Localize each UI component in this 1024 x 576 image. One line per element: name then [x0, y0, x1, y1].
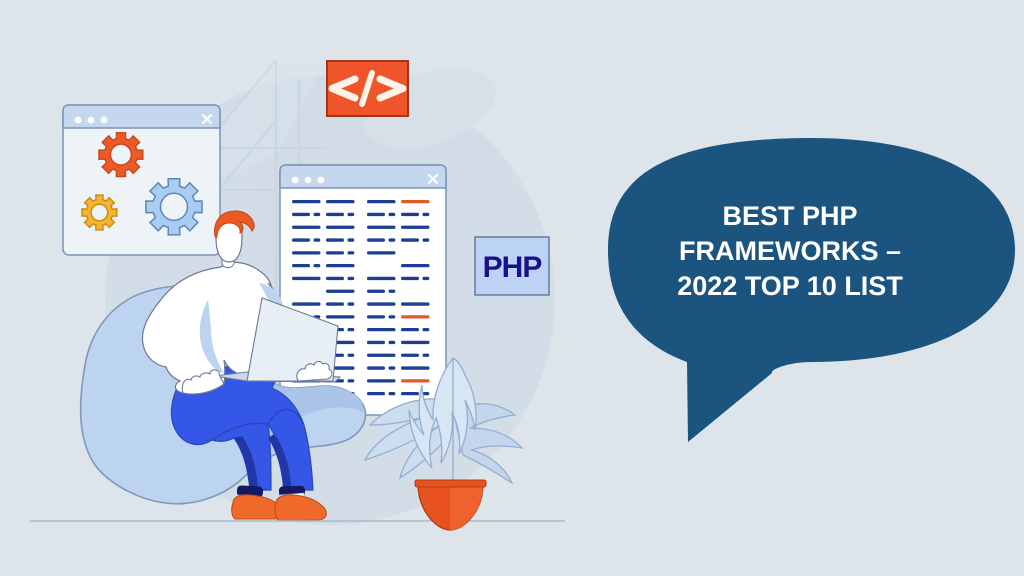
svg-text:FRAMEWORKS –: FRAMEWORKS –: [679, 236, 901, 266]
svg-text:PHP: PHP: [483, 251, 542, 284]
svg-text:BEST PHP: BEST PHP: [722, 201, 857, 231]
svg-text:2022 TOP 10 LIST: 2022 TOP 10 LIST: [677, 271, 903, 301]
